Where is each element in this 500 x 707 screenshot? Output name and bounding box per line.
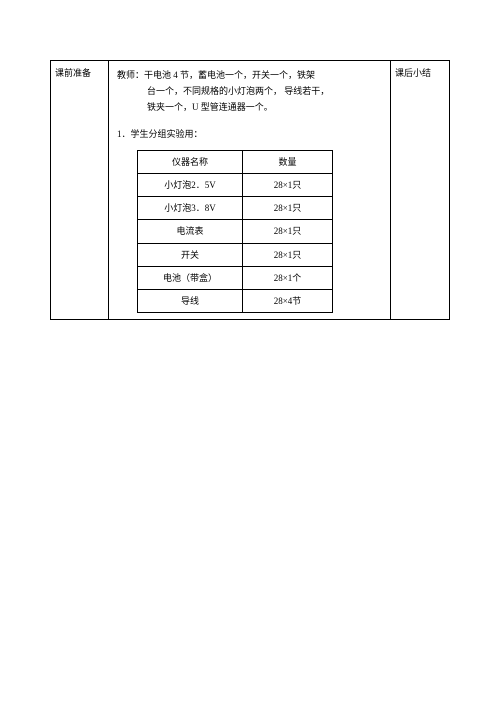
cell-name: 开关 — [138, 243, 243, 266]
content-cell: 教师：干电池 4 节，蓄电池一个，开关一个，铁架 台一个，不同规格的小灯泡两个，… — [109, 61, 391, 319]
main-row: 课前准备 教师：干电池 4 节，蓄电池一个，开关一个，铁架 台一个，不同规格的小… — [50, 61, 450, 320]
equipment-table: 仪器名称 数量 小灯泡2．5V 28×1只 小灯泡3．8V 28×1只 电流表 — [137, 150, 333, 313]
table-row: 电流表 28×1只 — [138, 220, 333, 243]
teacher-line-2: 台一个，不同规格的小灯泡两个， 导线若干， — [117, 83, 382, 99]
table-row: 小灯泡3．8V 28×1只 — [138, 197, 333, 220]
cell-qty: 28×1个 — [243, 266, 333, 289]
section-title: 1．学生分组实验用： — [117, 126, 382, 142]
cell-qty: 28×1只 — [243, 197, 333, 220]
cell-name: 小灯泡3．8V — [138, 197, 243, 220]
note-cell: 课后小结 — [391, 61, 449, 319]
table-row: 小灯泡2．5V 28×1只 — [138, 173, 333, 196]
cell-qty: 28×4节 — [243, 289, 333, 312]
table-row: 导线 28×4节 — [138, 289, 333, 312]
cell-qty: 28×1只 — [243, 173, 333, 196]
cell-name: 电流表 — [138, 220, 243, 243]
cell-name: 小灯泡2．5V — [138, 173, 243, 196]
header-qty: 数量 — [243, 150, 333, 173]
document-container: 课前准备 教师：干电池 4 节，蓄电池一个，开关一个，铁架 台一个，不同规格的小… — [50, 60, 450, 320]
row-label-cell: 课前准备 — [51, 61, 109, 319]
cell-qty: 28×1只 — [243, 243, 333, 266]
teacher-line-3: 铁夹一个，U 型管连通器一个。 — [117, 99, 382, 115]
cell-qty: 28×1只 — [243, 220, 333, 243]
table-row: 电池（带盒） 28×1个 — [138, 266, 333, 289]
note-label-text: 课后小结 — [395, 68, 431, 78]
header-name: 仪器名称 — [138, 150, 243, 173]
table-row: 开关 28×1只 — [138, 243, 333, 266]
cell-name: 电池（带盒） — [138, 266, 243, 289]
cell-name: 导线 — [138, 289, 243, 312]
row-label-text: 课前准备 — [55, 68, 91, 78]
teacher-line-1: 教师：干电池 4 节，蓄电池一个，开关一个，铁架 — [117, 67, 382, 83]
table-header-row: 仪器名称 数量 — [138, 150, 333, 173]
